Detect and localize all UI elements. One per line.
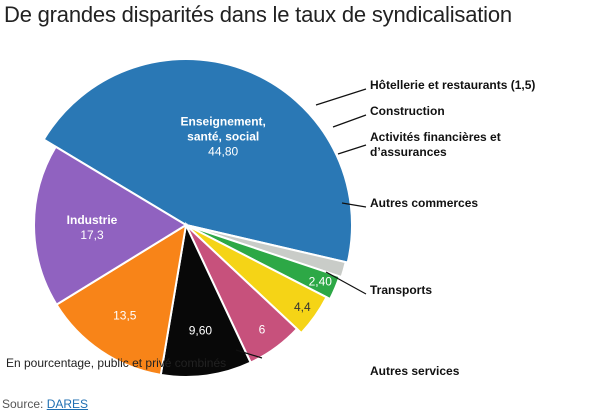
pie-slice	[42, 57, 353, 264]
external-slice-label: Autres commerces	[370, 196, 478, 210]
external-slice-label: Autres services	[370, 364, 460, 378]
slice-value-label: 4,4	[294, 300, 311, 314]
pie-slice	[33, 145, 188, 307]
leader-line	[337, 144, 367, 155]
source-link[interactable]: DARES	[46, 397, 89, 411]
leader-line	[325, 271, 367, 295]
external-slice-label: Activités financières et d’assurances	[370, 130, 501, 159]
slice-name-label: Industrie	[67, 213, 118, 227]
source-prefix: Source:	[2, 397, 47, 411]
pie-slice	[185, 224, 328, 335]
slice-value-label: 2,40	[309, 275, 333, 289]
slice-name-label: Enseignement,	[181, 115, 266, 129]
chart-subtitle: En pourcentage, public et privé combinés	[6, 356, 227, 370]
pie-slice	[55, 222, 188, 377]
pie-slice	[185, 224, 341, 301]
slice-value-label: 9,60	[189, 323, 213, 337]
leader-line	[315, 88, 367, 106]
external-slice-label: Construction	[370, 104, 445, 118]
slice-value-label: 13,5	[113, 309, 137, 323]
pie-slice	[159, 221, 252, 378]
slice-value-label: 6	[259, 323, 266, 337]
slice-value-label: 17,3	[80, 228, 104, 242]
slice-name-label: santé, social	[187, 130, 259, 144]
leader-line	[341, 202, 367, 208]
leader-line	[235, 349, 263, 359]
source-line: Source: DARES	[2, 397, 88, 411]
leader-line	[332, 114, 367, 128]
external-slice-label: Transports	[370, 283, 432, 297]
slice-value-label: 44,80	[208, 145, 238, 159]
external-slice-label: Hôtellerie et restaurants (1,5)	[370, 78, 535, 92]
chart-title: De grandes disparités dans le taux de sy…	[4, 2, 512, 27]
